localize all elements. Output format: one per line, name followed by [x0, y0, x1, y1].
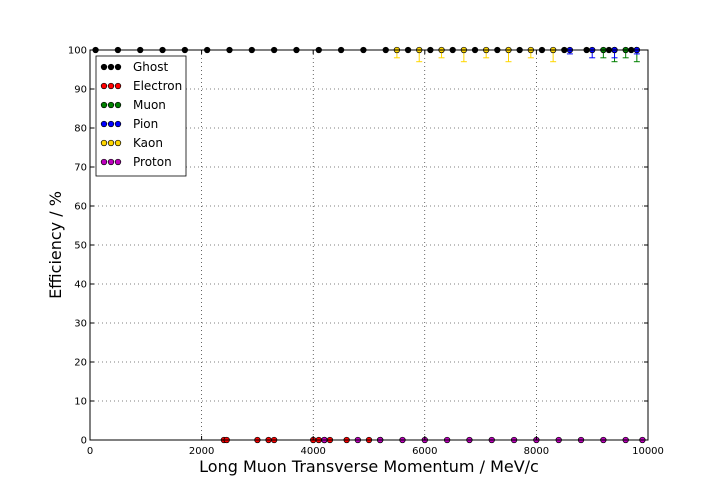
legend-label: Pion	[133, 117, 158, 131]
legend-label: Electron	[133, 79, 182, 93]
legend-marker	[107, 139, 115, 147]
legend: Ghost Electron Muon Pion Kaon Proton	[95, 55, 187, 177]
legend-marker	[114, 101, 122, 109]
legend-marker	[107, 120, 115, 128]
y-tick-label: 20	[74, 358, 87, 369]
y-tick-label: 80	[74, 124, 87, 135]
legend-marker	[100, 139, 108, 147]
y-tick-label: 30	[74, 319, 87, 330]
legend-marker	[114, 139, 122, 147]
legend-label: Muon	[133, 98, 166, 112]
legend-label: Kaon	[133, 136, 163, 150]
x-tick-label: 2000	[189, 446, 214, 457]
y-tick-label: 50	[74, 241, 87, 252]
y-tick-label: 40	[74, 280, 87, 291]
legend-box	[95, 55, 187, 177]
y-tick-label: 100	[68, 46, 87, 57]
legend-marker	[100, 82, 108, 90]
y-axis-label: Efficiency / %	[46, 191, 65, 299]
y-tick-label: 60	[74, 202, 87, 213]
legend-marker	[114, 63, 122, 71]
legend-label: Ghost	[133, 60, 168, 74]
y-tick-label: 10	[74, 397, 87, 408]
legend-marker	[114, 158, 122, 166]
legend-marker	[107, 63, 115, 71]
x-tick-label: 0	[87, 446, 93, 457]
y-tick-label: 0	[81, 436, 87, 447]
legend-marker	[100, 120, 108, 128]
x-tick-label: 10000	[632, 446, 664, 457]
legend-marker	[114, 120, 122, 128]
y-tick-label: 90	[74, 85, 87, 96]
legend-marker	[100, 158, 108, 166]
y-tick-label: 70	[74, 163, 87, 174]
legend-marker	[114, 82, 122, 90]
legend-marker	[107, 101, 115, 109]
legend-marker	[100, 101, 108, 109]
legend-marker	[100, 63, 108, 71]
legend-marker	[107, 82, 115, 90]
axis-ticks: 0 2000 4000 6000 8000 10000 0 10 20 30 40 50 60 70 80 9…	[68, 46, 664, 458]
x-tick-label: 4000	[300, 446, 325, 457]
legend-label: Proton	[133, 155, 172, 169]
x-tick-label: 6000	[412, 446, 437, 457]
x-tick-label: 8000	[524, 446, 549, 457]
x-axis-label: Long Muon Transverse Momentum / MeV/c	[199, 457, 539, 476]
legend-marker	[107, 158, 115, 166]
